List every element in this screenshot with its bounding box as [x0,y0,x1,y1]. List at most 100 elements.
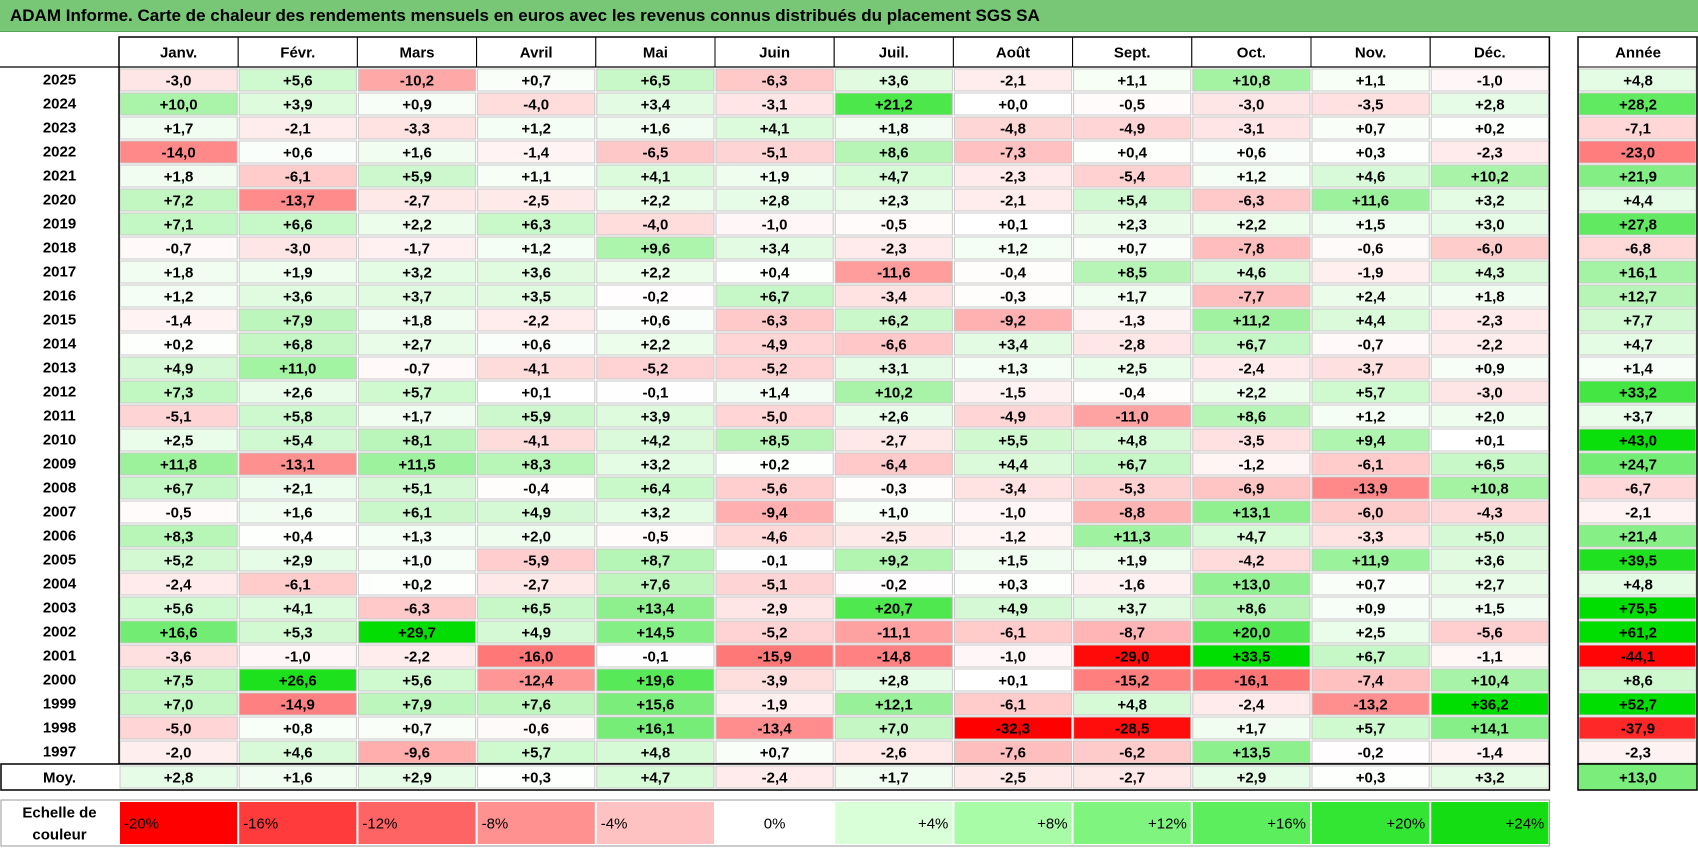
cell-value: -7,6 [1000,745,1026,762]
color-scale-swatch [1431,802,1549,844]
heatmap-cell [834,428,953,452]
cell-value: +1,6 [283,505,313,522]
heatmap-cell [953,284,1073,308]
heatmap-cell [357,692,477,716]
heatmap-cell [477,380,596,404]
annual-value: +12,7 [1619,289,1657,306]
cell-value: -5,2 [762,625,788,642]
year-label: 2023 [43,120,76,137]
cell-value: -7,8 [1238,241,1264,258]
heatmap-cell [715,548,834,572]
heatmap-cell [715,692,834,716]
month-header-label: Juin [759,45,790,62]
average-annual-value: +13,0 [1619,770,1657,787]
cell-value: +4,8 [1117,697,1147,714]
cell-value: -2,3 [881,241,907,258]
heatmap-cell [596,92,715,116]
heatmap-cell [357,356,477,380]
cell-value: +1,5 [1475,601,1505,618]
heatmap-cell [953,332,1073,356]
heatmap-cell [238,356,357,380]
heatmap-cell [119,668,238,692]
cell-value: +2,2 [641,193,671,210]
average-value: +2,9 [402,770,432,787]
cell-value: +0,6 [521,337,551,354]
heatmap-cell [477,404,596,428]
cell-value: +6,1 [402,505,432,522]
heatmap-cell [1311,620,1430,644]
heatmap-cell [715,524,834,548]
annual-value: +27,8 [1619,217,1657,234]
heatmap-cell [1073,284,1192,308]
annual-value: +33,2 [1619,385,1657,402]
cell-value: +1,8 [402,313,432,330]
heatmap-cell [953,188,1073,212]
heatmap-cell [119,476,238,500]
heatmap-cell [834,284,953,308]
cell-value: +1,7 [1237,721,1267,738]
cell-value: +29,7 [398,625,436,642]
average-cell [1073,765,1192,789]
heatmap-cell [357,236,477,260]
heatmap-cell [119,188,238,212]
cell-value: +5,7 [521,745,551,762]
cell-value: -13,9 [1353,481,1387,498]
heatmap-cell [1311,644,1430,668]
cell-value: -0,1 [642,649,668,666]
heatmap-cell [715,260,834,284]
cell-value: +8,6 [1237,409,1267,426]
average-cell [477,765,596,789]
annual-cell [1578,596,1697,620]
month-header-label: Févr. [280,45,315,62]
cell-value: -16,0 [519,649,553,666]
heatmap-cell [596,668,715,692]
year-label: 2008 [43,480,76,497]
heatmap-cell [477,428,596,452]
heatmap-cell [119,596,238,620]
heatmap-cell [119,620,238,644]
cell-value: +1,3 [998,361,1028,378]
cell-value: +3,1 [879,361,909,378]
cell-value: -5,3 [1119,481,1145,498]
cell-value: +26,6 [279,673,317,690]
year-label: 2022 [43,144,76,161]
cell-value: +9,6 [641,241,671,258]
color-scale-label: -12% [362,816,397,833]
year-label: 2000 [43,672,76,689]
color-scale-title-line2: couleur [32,827,86,844]
cell-value: -5,9 [523,553,549,570]
heatmap-cell [357,212,477,236]
heatmap-cell [1192,716,1311,740]
heatmap-cell [1430,356,1549,380]
heatmap-cell [238,116,357,140]
annual-header-label: Année [1615,45,1661,62]
month-header-label: Oct. [1237,45,1266,62]
heatmap-cell [596,188,715,212]
cell-value: +4,9 [521,505,551,522]
annual-cell [1578,452,1697,476]
cell-value: +2,7 [1475,577,1505,594]
heatmap-cell [1073,596,1192,620]
heatmap-cell [1073,188,1192,212]
heatmap-cell [1430,476,1549,500]
cell-value: +4,8 [1117,433,1147,450]
heatmap-cell [953,236,1073,260]
heatmap-cell [834,356,953,380]
cell-value: -4,1 [523,433,549,450]
cell-value: +11,6 [1352,193,1389,210]
cell-value: -3,1 [762,97,788,114]
heatmap-cell [596,260,715,284]
cell-value: +3,9 [283,97,313,114]
cell-value: -5,1 [762,145,788,162]
annual-value: +24,7 [1619,457,1657,474]
month-header-label: Juil. [879,45,909,62]
heatmap-cell [1073,476,1192,500]
cell-value: +6,7 [164,481,194,498]
cell-value: +0,7 [1356,121,1386,138]
cell-value: -5,0 [762,409,788,426]
cell-value: +8,1 [402,433,432,450]
heatmap-cell [357,308,477,332]
cell-value: -3,4 [881,289,908,306]
cell-value: -1,7 [404,241,430,258]
